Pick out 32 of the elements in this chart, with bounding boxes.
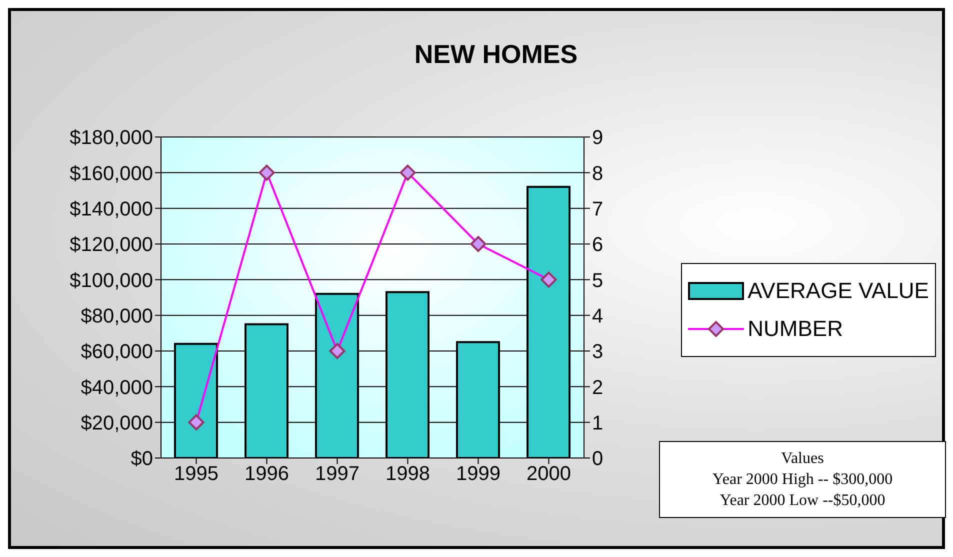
text: Values (780, 449, 825, 469)
text: Year 2000 Low --$50,000 (718, 491, 886, 511)
y2-tick-label: 8 (592, 162, 604, 185)
x-tick-label: 1996 (244, 463, 289, 486)
y-tick-label: $60,000 (80, 341, 153, 364)
y2-tick-label: 1 (592, 412, 604, 434)
y-tick-label: $80,000 (80, 305, 153, 328)
y2-tick-label: 0 (592, 448, 604, 470)
text: Year 2000 High -- $300,000 (711, 470, 894, 490)
y2-tick-label: 9 (592, 127, 604, 150)
y2-tick-label: 3 (592, 341, 604, 364)
y2-tick-label: 6 (592, 234, 604, 256)
y-tick-label: $160,000 (70, 162, 153, 185)
chart-title: NEW HOMES (413, 39, 579, 70)
x-tick-label: 1999 (456, 463, 500, 486)
y-tick-label: $180,000 (70, 127, 153, 150)
y-tick-label: $120,000 (70, 234, 153, 256)
y2-tick-label: 5 (592, 270, 604, 292)
y-tick-label: $100,000 (70, 270, 153, 292)
y2-tick-label: 4 (592, 305, 604, 328)
y-tick-label: $20,000 (80, 412, 153, 434)
legend-label: NUMBER (748, 316, 843, 342)
x-tick-label: 1995 (174, 463, 218, 486)
y2-tick-label: 7 (592, 198, 604, 220)
y-tick-label: $0 (130, 448, 153, 470)
x-tick-label: 2000 (526, 463, 571, 486)
y2-tick-label: 2 (592, 376, 604, 399)
y-tick-label: $140,000 (70, 198, 153, 220)
y-tick-label: $40,000 (80, 376, 153, 399)
x-tick-label: 1998 (386, 463, 430, 486)
legend-label: AVERAGE VALUE (748, 278, 929, 304)
x-tick-label: 1997 (315, 463, 360, 486)
